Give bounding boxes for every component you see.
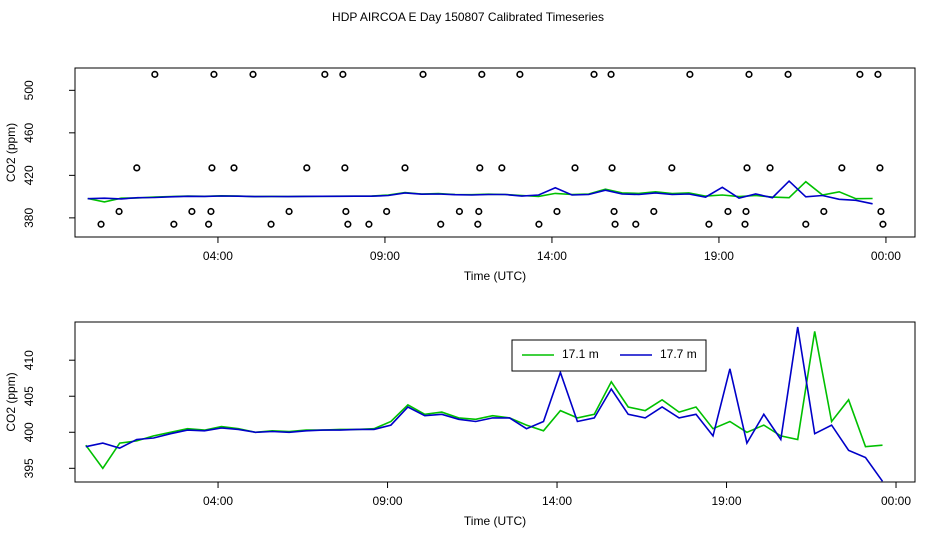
reference-point xyxy=(874,70,882,78)
reference-point xyxy=(856,70,864,78)
reference-point xyxy=(419,70,427,78)
reference-point xyxy=(610,207,618,216)
reference-point xyxy=(743,164,751,172)
x-tick-label: 19:00 xyxy=(712,494,742,508)
reference-point xyxy=(516,70,524,78)
y-tick-label: 380 xyxy=(22,208,36,228)
reference-point xyxy=(608,164,616,172)
reference-point xyxy=(705,220,713,228)
reference-point xyxy=(766,164,774,172)
y-tick-label: 405 xyxy=(22,386,36,406)
reference-point xyxy=(668,164,676,172)
reference-point xyxy=(170,220,178,228)
reference-point xyxy=(877,207,885,216)
reference-point xyxy=(838,164,846,172)
plot-frame xyxy=(74,321,916,483)
reference-point xyxy=(820,207,828,216)
x-axis-label: Time (UTC) xyxy=(464,514,526,528)
reference-point xyxy=(724,207,732,216)
reference-point xyxy=(784,70,792,78)
x-tick-label: 09:00 xyxy=(373,494,403,508)
reference-point xyxy=(115,207,123,216)
reference-point xyxy=(210,70,218,78)
x-tick-label: 00:00 xyxy=(871,249,901,263)
reference-point xyxy=(455,207,464,216)
reference-point xyxy=(204,220,213,228)
x-tick-label: 14:00 xyxy=(542,494,572,508)
reference-point xyxy=(632,220,640,228)
reference-point xyxy=(339,70,347,78)
reference-point xyxy=(321,70,329,78)
series-line xyxy=(87,179,873,205)
y-axis-label: CO2 (ppm) xyxy=(4,372,18,431)
x-tick-label: 14:00 xyxy=(537,249,567,263)
reference-point xyxy=(686,70,694,78)
legend-box xyxy=(511,339,707,372)
y-axis-label: CO2 (ppm) xyxy=(4,123,18,182)
reference-point xyxy=(341,164,349,172)
reference-point xyxy=(208,164,216,172)
reference-point xyxy=(650,207,658,216)
chart-title: HDP AIRCOA E Day 150807 Calibrated Times… xyxy=(332,10,604,24)
reference-point xyxy=(745,70,753,78)
reference-point xyxy=(741,220,749,228)
reference-point xyxy=(383,207,391,216)
series-line xyxy=(85,326,884,482)
reference-point xyxy=(267,220,275,228)
series-line xyxy=(87,180,873,203)
reference-point xyxy=(802,220,810,228)
reference-point xyxy=(474,220,482,228)
reference-point xyxy=(611,220,619,228)
x-tick-label: 00:00 xyxy=(881,494,911,508)
reference-point xyxy=(151,70,159,78)
y-tick-label: 460 xyxy=(22,123,36,143)
reference-point xyxy=(478,70,486,78)
x-tick-label: 04:00 xyxy=(203,494,233,508)
y-tick-label: 500 xyxy=(22,80,36,100)
x-axis-label: Time (UTC) xyxy=(464,269,526,283)
legend-label: 17.1 m xyxy=(562,347,599,361)
x-tick-label: 04:00 xyxy=(203,249,233,263)
reference-point xyxy=(476,164,484,172)
reference-point xyxy=(553,207,561,216)
reference-point xyxy=(133,164,141,172)
reference-point xyxy=(230,164,238,172)
reference-point xyxy=(344,220,352,228)
series-line xyxy=(85,331,883,470)
reference-point xyxy=(303,164,311,172)
reference-point xyxy=(498,164,506,172)
x-tick-label: 09:00 xyxy=(370,249,400,263)
reference-point xyxy=(249,70,257,78)
reference-point xyxy=(475,207,483,216)
reference-point xyxy=(607,70,615,78)
reference-point xyxy=(401,164,409,172)
reference-point xyxy=(97,220,105,228)
reference-point xyxy=(535,220,543,228)
reference-point xyxy=(207,207,215,216)
x-tick-label: 19:00 xyxy=(704,249,734,263)
reference-point xyxy=(590,70,598,78)
reference-point xyxy=(879,220,887,228)
reference-point xyxy=(437,220,445,228)
reference-point xyxy=(571,164,579,172)
reference-point xyxy=(342,207,350,216)
reference-point xyxy=(365,220,373,228)
plot-frame xyxy=(74,67,916,238)
legend-label: 17.7 m xyxy=(660,347,697,361)
y-tick-label: 410 xyxy=(22,350,36,370)
reference-point xyxy=(188,207,196,216)
reference-point xyxy=(285,207,293,216)
y-tick-label: 400 xyxy=(22,422,36,442)
reference-point xyxy=(742,207,750,216)
y-tick-label: 395 xyxy=(22,458,36,478)
reference-point xyxy=(876,164,884,172)
y-tick-label: 420 xyxy=(22,165,36,185)
